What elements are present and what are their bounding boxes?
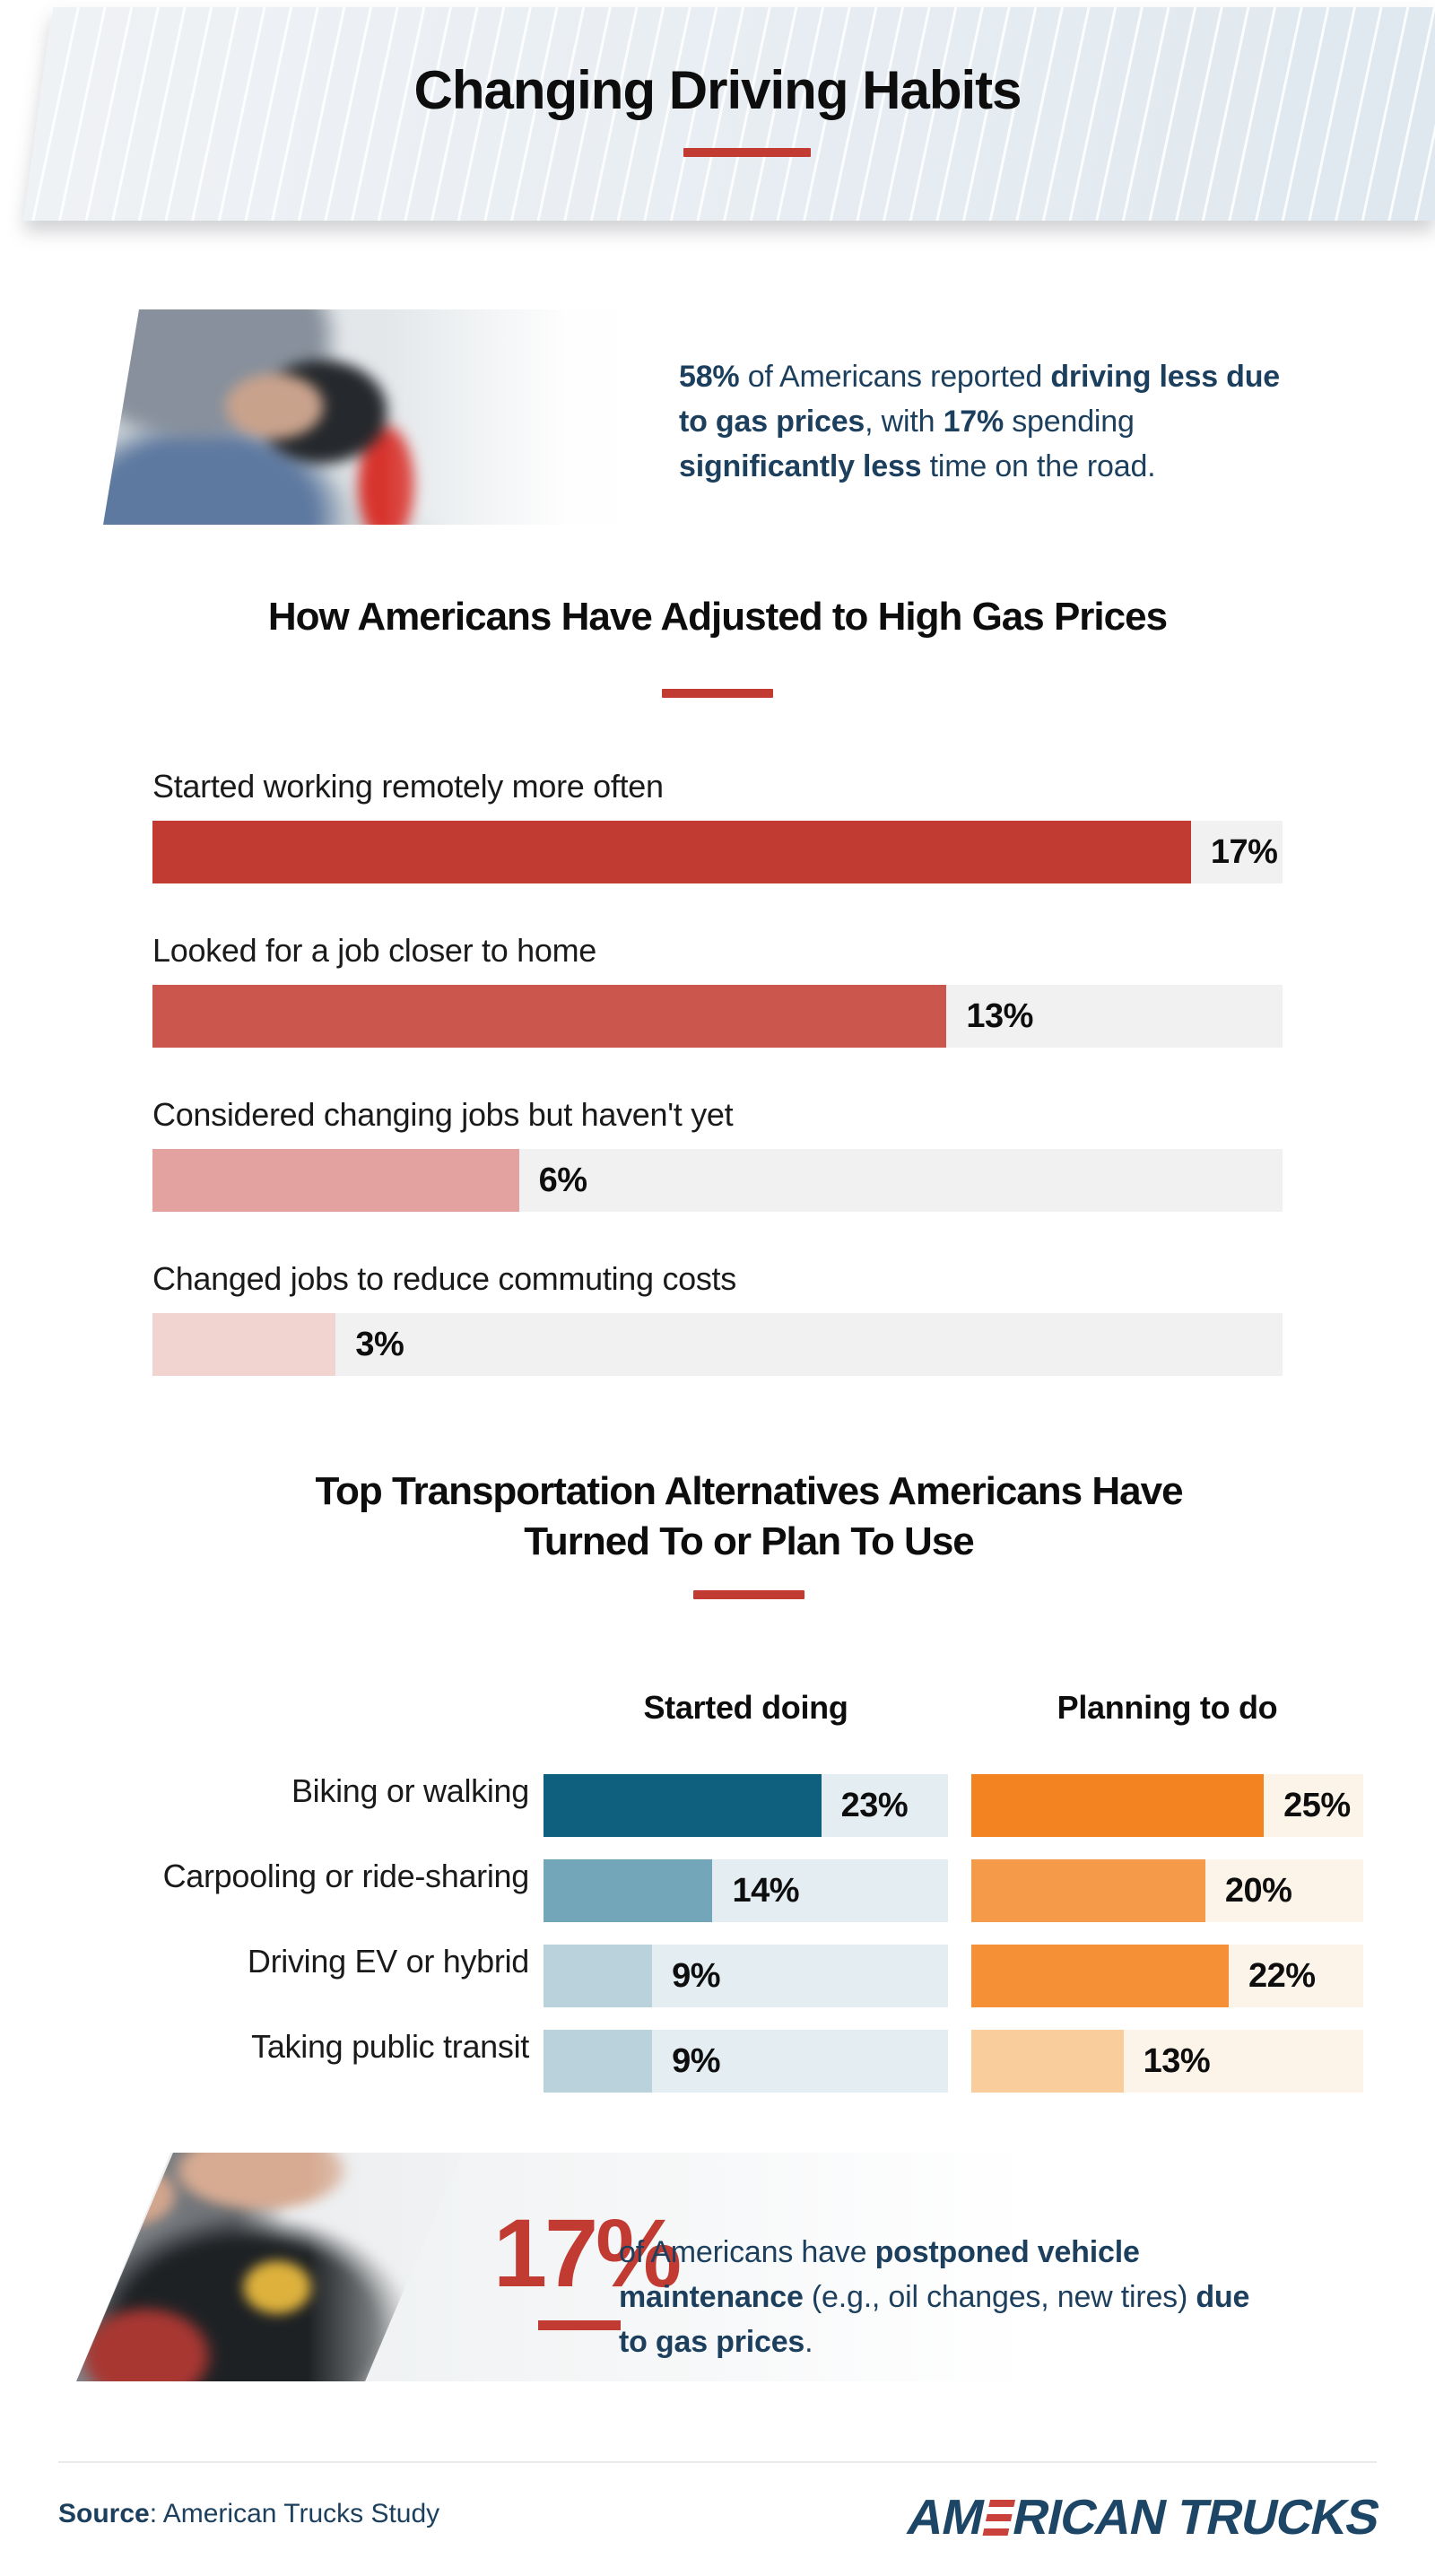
source-text: : American Trucks Study <box>149 2499 440 2528</box>
bar-group: Looked for a job closer to home 13% <box>152 931 1283 1048</box>
alternatives-chart-section: Top Transportation Alternatives American… <box>135 1466 1363 2101</box>
text-run: postponed vehicle maintenance <box>619 2235 1140 2314</box>
bar-value-label: 17% <box>1210 833 1278 871</box>
bar-track: 9% <box>544 1945 948 2007</box>
row-category-label: Taking public transit <box>251 2028 529 2065</box>
bar-track: 3% <box>152 1313 1283 1376</box>
bar-value-label: 3% <box>355 1326 404 1363</box>
bar-group: Considered changing jobs but haven't yet… <box>152 1095 1283 1212</box>
bar-category-label: Considered changing jobs but haven't yet <box>152 1096 734 1133</box>
text-run: of Americans reported <box>739 360 1051 394</box>
gas-pump-photo <box>103 309 641 525</box>
bar-value-label: 22% <box>1248 1957 1316 1995</box>
photo-fade-overlay <box>103 309 641 525</box>
logo-text-suffix: RICAN TRUCKS <box>1007 2489 1385 2545</box>
bar-track: 23% <box>544 1774 948 1837</box>
text-run: , with <box>865 405 944 439</box>
american-trucks-logo: AM RICAN TRUCKS <box>902 2488 1385 2546</box>
bar-group: Started working remotely more often 17% <box>152 767 1283 883</box>
bar-fill <box>152 985 947 1048</box>
page-title: Changing Driving Habits <box>413 60 1022 120</box>
chart2-title: Top Transportation Alternatives American… <box>315 1469 1183 1563</box>
bar-value-label: 9% <box>672 2042 721 2080</box>
bar-fill <box>544 1859 713 1922</box>
bar-track: 13% <box>971 2030 1363 2093</box>
bar-fill <box>971 2030 1124 2093</box>
maintenance-stat-section: 17% of Americans have postponed vehicle … <box>0 2153 1435 2381</box>
text-run: . <box>804 2325 813 2359</box>
bar-fill <box>152 821 1191 883</box>
bar-fill <box>544 2030 653 2093</box>
text-run: (e.g., oil changes, new tires) <box>803 2280 1196 2314</box>
text-run: of Americans have <box>619 2235 875 2269</box>
stat-red-underline <box>538 2320 621 2330</box>
title-red-underline <box>683 148 811 157</box>
bar-track: 25% <box>971 1774 1363 1837</box>
source-line: Source: American Trucks Study <box>58 2495 439 2533</box>
bar-fill <box>971 1859 1205 1922</box>
hero-statistic-text: 58% of Americans reported driving less d… <box>679 354 1307 489</box>
hero-section: 58% of Americans reported driving less d… <box>103 309 1300 525</box>
text-run: significantly less <box>679 449 922 483</box>
stat-big-value: 17% <box>493 2198 682 2307</box>
bar-value-label: 6% <box>538 1162 587 1199</box>
table-row: Carpooling or ride-sharing 14% 20% <box>135 1845 1363 1922</box>
bar-track: 20% <box>971 1859 1363 1922</box>
chart1-red-underline <box>662 689 773 698</box>
bar-track: 13% <box>152 985 1283 1048</box>
bar-fill <box>971 1945 1229 2007</box>
bar-track: 17% <box>152 821 1283 883</box>
bar-fill <box>971 1774 1265 1837</box>
chart2-red-underline <box>693 1590 804 1599</box>
logo-red-e-icon <box>981 2500 1015 2536</box>
text-run: spending <box>1004 405 1135 439</box>
bar-value-label: 9% <box>672 1957 721 1995</box>
text-run: due to gas prices <box>619 2280 1250 2359</box>
chart2-column-headers: Started doing Planning to do <box>135 1689 1363 1727</box>
text-run: driving less due to gas prices <box>679 360 1281 439</box>
bar-track: 6% <box>152 1149 1283 1212</box>
chart2-rows: Biking or walking 23% 25% Carpooling or rid… <box>135 1760 1363 2093</box>
bar-fill <box>544 1945 653 2007</box>
table-row: Biking or walking 23% 25% <box>135 1760 1363 1837</box>
source-label: Source <box>58 2499 150 2528</box>
bar-category-label: Changed jobs to reduce commuting costs <box>152 1260 736 1297</box>
column-header-started-doing: Started doing <box>643 1689 848 1726</box>
bar-value-label: 14% <box>732 1872 800 1910</box>
bar-fill <box>152 1149 519 1212</box>
bar-group: Changed jobs to reduce commuting costs 3% <box>152 1259 1283 1376</box>
chart1-bars: Started working remotely more often 17% Lo… <box>152 767 1283 1376</box>
bar-track: 9% <box>544 2030 948 2093</box>
bar-fill <box>544 1774 822 1837</box>
row-category-label: Biking or walking <box>291 1772 529 1809</box>
column-header-planning-to-do: Planning to do <box>1057 1689 1278 1726</box>
infographic-header: Changing Driving Habits <box>0 7 1435 221</box>
bar-value-label: 20% <box>1224 1872 1292 1910</box>
chart1-title: How Americans Have Adjusted to High Gas … <box>267 595 1168 639</box>
row-category-label: Carpooling or ride-sharing <box>162 1858 530 1894</box>
bar-value-label: 25% <box>1283 1787 1351 1824</box>
bar-category-label: Started working remotely more often <box>152 768 664 805</box>
bar-category-label: Looked for a job closer to home <box>152 932 596 969</box>
bar-value-label: 13% <box>966 997 1033 1035</box>
bar-fill <box>152 1313 336 1376</box>
bar-value-label: 13% <box>1143 2042 1211 2080</box>
table-row: Driving EV or hybrid 9% 22% <box>135 1930 1363 2007</box>
text-run: time on the road. <box>921 449 1156 483</box>
text-run: 58% <box>679 360 740 394</box>
footer-divider <box>58 2461 1377 2463</box>
stat-description: of Americans have postponed vehicle main… <box>619 2230 1274 2364</box>
header-striped-banner: Changing Driving Habits <box>23 7 1435 221</box>
table-row: Taking public transit 9% 13% <box>135 2015 1363 2093</box>
row-category-label: Driving EV or hybrid <box>247 1943 529 1980</box>
bar-track: 22% <box>971 1945 1363 2007</box>
bar-value-label: 23% <box>840 1787 909 1824</box>
logo-text-prefix: AM <box>902 2489 989 2545</box>
bar-track: 14% <box>544 1859 948 1922</box>
text-run: 17% <box>943 405 1004 439</box>
adjustments-chart-section: How Americans Have Adjusted to High Gas … <box>152 592 1283 1423</box>
